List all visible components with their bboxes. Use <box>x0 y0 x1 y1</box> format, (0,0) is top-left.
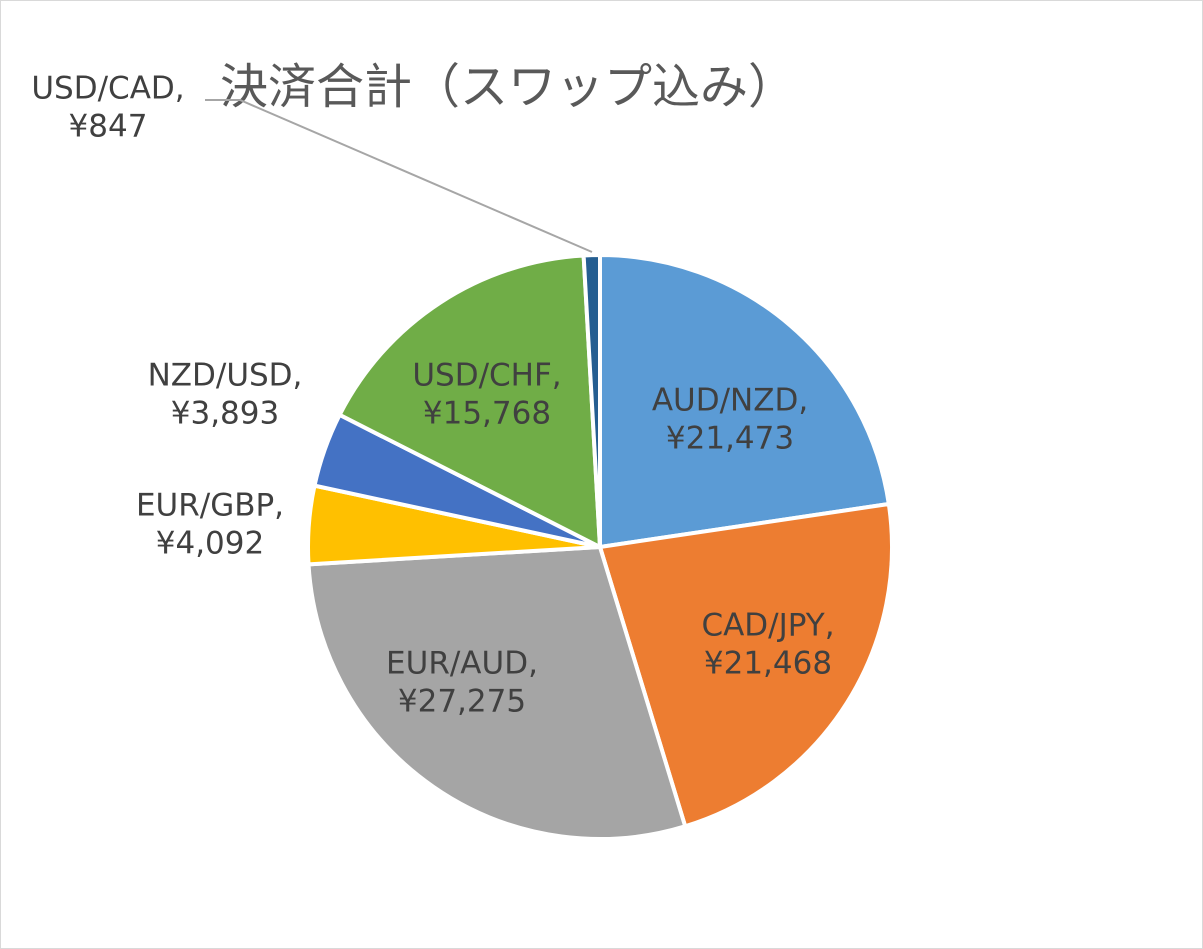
chart-title: 決済合計（スワップ込み） <box>220 59 796 115</box>
leader-line <box>205 99 593 253</box>
data-label-category: NZD/USD, <box>148 358 303 394</box>
data-label-category: EUR/GBP, <box>136 488 284 524</box>
data-label-value: ¥27,275 <box>398 684 526 720</box>
data-label-value: ¥21,473 <box>666 421 794 457</box>
data-label-value: ¥847 <box>69 109 148 145</box>
pie-slice <box>598 253 891 549</box>
data-label-value: ¥4,092 <box>156 526 264 562</box>
pie-slice <box>598 501 894 829</box>
data-label-category: AUD/NZD, <box>652 383 808 419</box>
pie-slice <box>306 545 688 841</box>
data-label-category: USD/CAD, <box>31 71 184 107</box>
data-label-value: ¥15,768 <box>423 396 551 432</box>
data-label-category: USD/CHF, <box>412 358 561 394</box>
data-label-category: CAD/JPY, <box>701 608 834 644</box>
data-label-value: ¥21,468 <box>704 646 832 682</box>
data-label-category: EUR/AUD, <box>386 646 538 682</box>
pie-slice <box>337 253 602 549</box>
data-label-value: ¥3,893 <box>171 396 279 432</box>
pie-slice <box>581 253 602 549</box>
